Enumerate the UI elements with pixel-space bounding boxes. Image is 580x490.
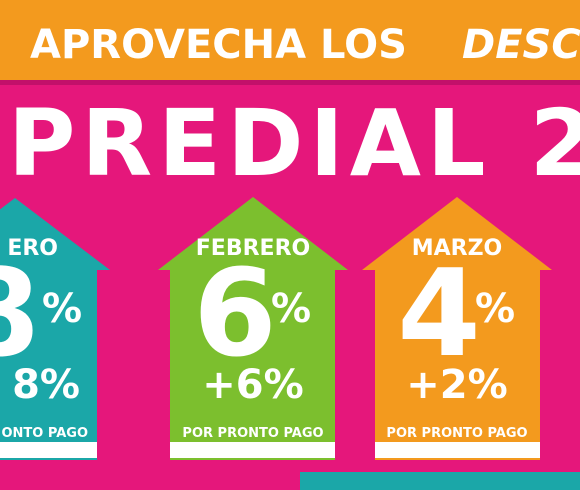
month: MARZO (412, 236, 503, 261)
month: FEBRERO (196, 236, 310, 261)
note: POR PRONTO PAGO (386, 426, 527, 441)
restriction-strip (0, 442, 97, 458)
extra: 8% (12, 362, 80, 408)
title: PREDIAL 2 (8, 90, 580, 197)
month: ERO (7, 236, 58, 261)
discount: 8 (0, 245, 40, 384)
lead-text: APROVECHA LOS (30, 22, 407, 68)
bottom-shape (300, 472, 580, 490)
restriction-strip (170, 442, 335, 458)
note: POR PRONTO PAGO (182, 426, 323, 441)
band-shadow (0, 80, 580, 85)
restrictions: RESTRICCIONES (6, 447, 95, 458)
restrictions: *APLICAN RESTRICCIONES (180, 447, 327, 458)
extra: +6% (202, 362, 303, 408)
cards: ERO8%8%ONTO PAGORESTRICCIONESFEBRERO6%+6… (0, 236, 530, 458)
house-january (0, 198, 110, 460)
house-march (362, 197, 552, 460)
top-band (0, 0, 580, 80)
percent: % (42, 286, 82, 332)
extra: +2% (406, 362, 507, 408)
percent: % (271, 286, 311, 332)
note: ONTO PAGO (2, 426, 89, 441)
discount: 6 (193, 245, 277, 384)
percent: % (475, 286, 515, 332)
restriction-strip (375, 442, 540, 458)
emphasis-text: DESC (462, 22, 580, 68)
house-february (158, 197, 348, 460)
restrictions: *APLICAN RESTRICCIONES (384, 447, 531, 458)
discount: 4 (397, 245, 481, 384)
